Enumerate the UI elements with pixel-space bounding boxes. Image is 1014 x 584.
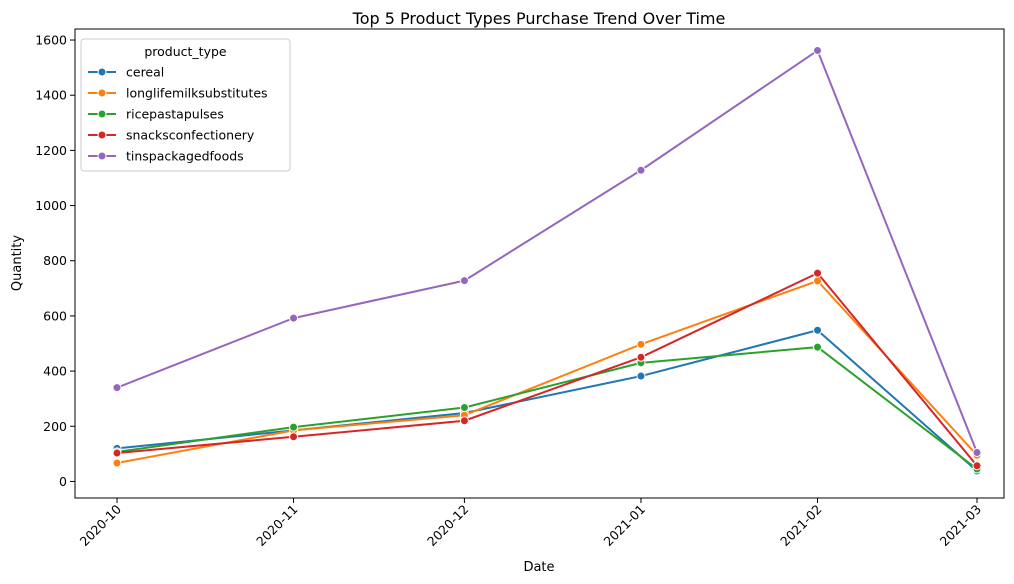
x-tick-label: 2020-11 xyxy=(253,502,301,550)
legend-marker xyxy=(97,151,107,161)
data-point xyxy=(112,458,122,468)
x-tick-label: 2020-10 xyxy=(77,501,125,549)
legend-marker xyxy=(97,67,107,77)
data-point xyxy=(112,448,122,458)
series-line xyxy=(116,346,978,470)
y-tick-label: 1600 xyxy=(35,33,67,48)
series-cereal xyxy=(112,325,982,476)
x-tick-label: 2021-02 xyxy=(777,502,825,550)
y-tick-label: 600 xyxy=(43,308,67,323)
plot-area xyxy=(74,28,1005,499)
legend-label: snacksconfectionery xyxy=(126,128,255,143)
y-axis: 0 200 400 600 800 1000 1200 1400 1600 xyxy=(35,33,75,489)
data-point xyxy=(972,461,982,471)
x-tick-label: 2020-12 xyxy=(424,502,472,550)
data-point xyxy=(813,325,823,335)
y-tick-label: 800 xyxy=(43,253,67,268)
y-tick-label: 0 xyxy=(59,474,67,489)
legend-item-tinspackagedfoods: tinspackagedfoods xyxy=(88,149,244,164)
legend-marker xyxy=(97,109,107,119)
x-axis: 2020-10 2020-11 2020-12 2021-01 2021-02 2021-… xyxy=(77,498,985,550)
data-point xyxy=(813,46,823,56)
legend-item-ricepastapulses: ricepastapulses xyxy=(88,107,224,122)
data-point xyxy=(289,432,299,442)
data-point xyxy=(289,313,299,323)
data-point xyxy=(972,447,982,457)
legend-item-snacksconfectionery: snacksconfectionery xyxy=(88,128,255,143)
y-tick-label: 400 xyxy=(43,364,67,379)
x-tick-label: 2021-01 xyxy=(601,502,649,550)
data-point xyxy=(459,276,469,286)
data-point xyxy=(459,416,469,426)
y-tick-label: 1400 xyxy=(35,88,67,103)
legend-marker xyxy=(97,130,107,140)
data-point xyxy=(636,352,646,362)
legend-label: longlifemilksubstitutes xyxy=(126,86,268,101)
y-tick-label: 1200 xyxy=(35,143,67,158)
data-point xyxy=(636,339,646,349)
series-line xyxy=(116,329,978,472)
legend-label: cereal xyxy=(126,65,164,80)
series-ricepastapulses xyxy=(112,342,982,474)
series-line xyxy=(116,49,978,453)
data-point xyxy=(459,403,469,413)
series-snacksconfectionery xyxy=(112,268,982,471)
x-tick-label: 2021-03 xyxy=(937,502,985,550)
legend-box xyxy=(80,38,291,172)
series-line xyxy=(116,279,978,464)
chart-title: Top 5 Product Types Purchase Trend Over … xyxy=(352,9,726,28)
x-axis-label: Date xyxy=(523,560,554,575)
legend-title: product_type xyxy=(144,44,227,59)
y-tick-label: 200 xyxy=(43,419,67,434)
legend-item-cereal: cereal xyxy=(88,65,164,80)
legend-label: ricepastapulses xyxy=(126,107,224,122)
data-point xyxy=(813,342,823,352)
data-point xyxy=(636,371,646,381)
data-point xyxy=(813,268,823,278)
legend-item-longlifemilksubstitutes: longlifemilksubstitutes xyxy=(88,86,268,101)
series-tinspackagedfoods xyxy=(112,46,982,457)
data-point xyxy=(636,165,646,175)
legend-marker xyxy=(97,88,107,98)
series-line xyxy=(116,272,978,467)
series-lines xyxy=(112,46,982,476)
y-tick-label: 1000 xyxy=(35,198,67,213)
legend-label: tinspackagedfoods xyxy=(126,149,244,164)
data-point xyxy=(289,422,299,432)
data-point xyxy=(112,383,122,393)
y-axis-label: Quantity xyxy=(10,235,25,291)
